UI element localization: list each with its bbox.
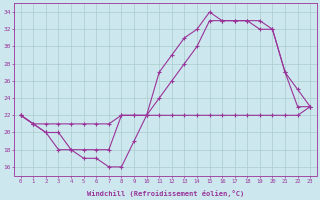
X-axis label: Windchill (Refroidissement éolien,°C): Windchill (Refroidissement éolien,°C)	[87, 190, 244, 197]
